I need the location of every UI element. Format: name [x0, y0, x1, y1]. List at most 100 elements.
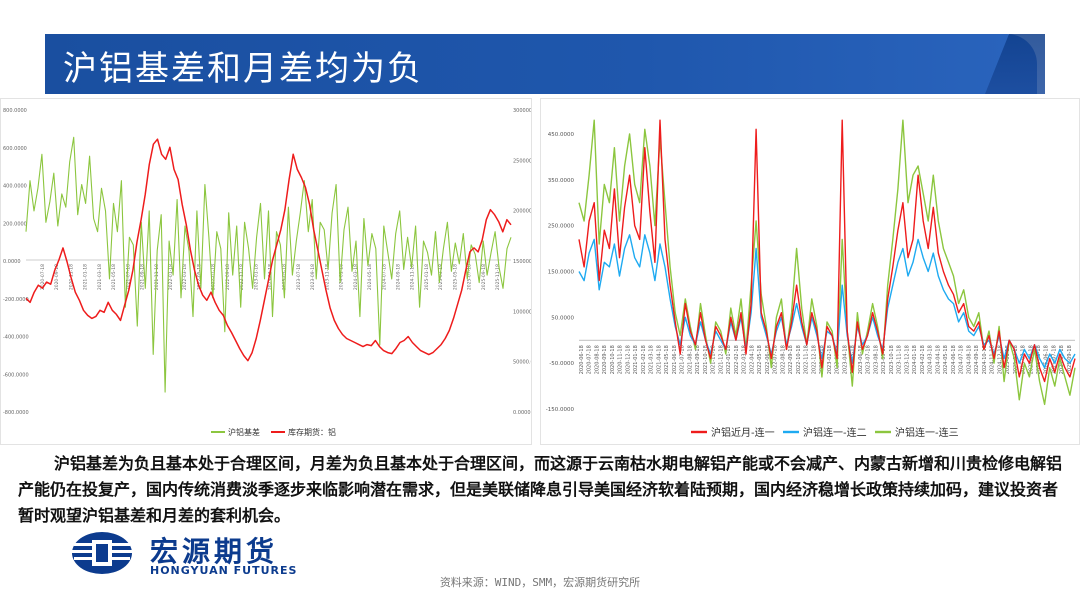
x-tick-label: 2024-03-18	[353, 264, 359, 290]
basis-inventory-chart: 800.0000 600.0000 400.0000 200.0000 0.0000 -2…	[3, 108, 546, 437]
y-tick-label: 450.0000	[548, 132, 575, 138]
left-y-tick-label: 600.0000	[3, 146, 27, 152]
title-banner: 沪铝基差和月差均为负	[45, 34, 1045, 94]
x-tick-label: 2023-07-18	[866, 345, 872, 374]
month-spread-chart: 450.0000 350.0000 250.0000 150.0000 50.0000 -…	[546, 119, 1076, 439]
left-y-tick-label: -800.0000	[3, 410, 29, 416]
right-y-tick-label: 50000.0000	[513, 360, 531, 366]
x-tick-label: 2023-08-18	[873, 345, 879, 374]
x-tick-label: 2021-09-18	[140, 264, 146, 290]
x-tick-label: 2022-09-18	[225, 264, 231, 290]
x-tick-label: 2025-11-18	[495, 264, 501, 290]
x-tick-label: 2021-11-18	[711, 345, 717, 374]
x-tick-label: 2022-03-18	[742, 345, 748, 374]
x-tick-label: 2024-09-18	[974, 345, 980, 374]
banner-background	[45, 34, 1037, 94]
basis-chart-panel: 800.0000 600.0000 400.0000 200.0000 0.0000 -2…	[0, 98, 546, 445]
x-tick-label: 2024-05-18	[367, 264, 373, 290]
right-y-tick-label: 150000.0000	[513, 259, 531, 265]
x-tick-label: 2021-05-18	[111, 264, 117, 290]
x-tick-label: 2025-04-18	[1028, 345, 1034, 374]
x-tick-label: 2022-09-18	[788, 345, 794, 374]
logo-text-en: HONGYUAN FUTURES	[150, 564, 298, 577]
x-tick-label: 2022-06-18	[765, 345, 771, 374]
x-tick-label: 2021-05-18	[664, 345, 670, 374]
y-tick-label: 150.0000	[548, 269, 575, 275]
series-line	[25, 136, 512, 393]
right-y-tick-label: 0.0000	[513, 410, 531, 416]
legend-label: 库存期货：铝	[288, 427, 336, 437]
right-y-tick-label: 100000.0000	[513, 309, 531, 315]
left-y-tick-label: -200.0000	[3, 297, 29, 303]
x-tick-label: 2024-12-18	[997, 345, 1003, 374]
x-tick-label: 2021-01-18	[633, 345, 639, 374]
x-tick-label: 2021-09-18	[695, 345, 701, 374]
x-tick-label: 2022-03-18	[182, 264, 188, 290]
x-tick-label: 2024-05-18	[943, 345, 949, 374]
x-tick-label: 2021-03-18	[649, 345, 655, 374]
x-tick-label: 2023-09-18	[881, 345, 887, 374]
x-tick-label: 2020-07-18	[40, 264, 46, 290]
x-tick-label: 2021-01-18	[83, 264, 89, 290]
x-tick-label: 2021-06-18	[672, 345, 678, 374]
x-tick-label: 2022-02-18	[734, 345, 740, 374]
x-tick-label: 2022-11-18	[804, 345, 810, 374]
x-tick-label: 2022-01-18	[168, 264, 174, 290]
legend-label: 沪铝近月-连一	[711, 426, 775, 439]
logo-mark-icon	[72, 532, 132, 574]
x-tick-label: 2025-07-18	[467, 264, 473, 290]
x-tick-label: 2021-07-18	[680, 345, 686, 374]
x-tick-label: 2024-01-18	[339, 264, 345, 290]
x-tick-label: 2020-08-18	[594, 345, 600, 374]
x-tick-label: 2023-09-18	[310, 264, 316, 290]
y-tick-label: 350.0000	[548, 178, 575, 184]
x-tick-label: 2024-07-18	[381, 264, 387, 290]
x-tick-label: 2022-05-18	[757, 345, 763, 374]
x-tick-label: 2021-03-18	[97, 264, 103, 290]
x-tick-label: 2023-02-18	[827, 345, 833, 374]
x-tick-label: 2021-08-18	[687, 345, 693, 374]
x-tick-label: 2023-04-18	[842, 345, 848, 374]
x-tick-label: 2023-01-18	[819, 345, 825, 374]
x-tick-label: 2023-11-18	[324, 264, 330, 290]
x-tick-label: 2025-05-18	[452, 264, 458, 290]
x-tick-label: 2022-07-18	[773, 345, 779, 374]
legend-label: 沪铝连一-连二	[803, 426, 867, 439]
analysis-paragraph: 沪铝基差为负且基本处于合理区间，月差为负且基本处于合理区间，而这源于云南枯水期电…	[18, 454, 1063, 525]
x-tick-label: 2025-01-18	[424, 264, 430, 290]
series-line	[25, 138, 512, 362]
x-tick-label: 2021-11-18	[154, 264, 160, 290]
left-y-tick-label: -600.0000	[3, 372, 29, 378]
x-tick-label: 2022-05-18	[196, 264, 202, 290]
x-tick-label: 2024-08-18	[966, 345, 972, 374]
x-tick-label: 2024-09-18	[395, 264, 401, 290]
x-tick-label: 2024-03-18	[928, 345, 934, 374]
x-tick-label: 2024-10-18	[982, 345, 988, 374]
x-tick-label: 2020-06-18	[579, 345, 585, 374]
x-tick-label: 2025-03-18	[438, 264, 444, 290]
x-tick-label: 2024-04-18	[935, 345, 941, 374]
x-tick-label: 2021-10-18	[703, 345, 709, 374]
series-line	[578, 119, 1076, 383]
right-y-tick-label: 200000.0000	[513, 209, 531, 215]
x-tick-label: 2023-05-18	[282, 264, 288, 290]
left-y-tick-label: 0.0000	[3, 259, 21, 265]
x-tick-label: 2020-07-18	[587, 345, 593, 374]
y-tick-label: 50.0000	[551, 315, 574, 321]
legend-label: 沪铝连一-连三	[895, 426, 959, 439]
x-tick-label: 2020-09-18	[602, 345, 608, 374]
x-tick-label: 2023-06-18	[858, 345, 864, 374]
x-tick-label: 2023-01-18	[253, 264, 259, 290]
x-tick-label: 2023-12-18	[904, 345, 910, 374]
source-note: 资料来源：WIND，SMM，宏源期货研究所	[439, 576, 641, 589]
x-tick-label: 2023-07-18	[296, 264, 302, 290]
x-tick-label: 2025-07-18	[1052, 345, 1058, 374]
page-title: 沪铝基差和月差均为负	[63, 49, 423, 89]
left-y-tick-label: 200.0000	[3, 221, 27, 227]
legend-label: 沪铝基差	[228, 427, 260, 437]
x-tick-label: 2023-11-18	[897, 345, 903, 374]
x-tick-label: 2025-09-18	[1067, 345, 1073, 374]
x-tick-label: 2024-07-18	[959, 345, 965, 374]
y-tick-label: -50.0000	[549, 361, 574, 367]
x-tick-label: 2020-09-18	[54, 264, 60, 290]
